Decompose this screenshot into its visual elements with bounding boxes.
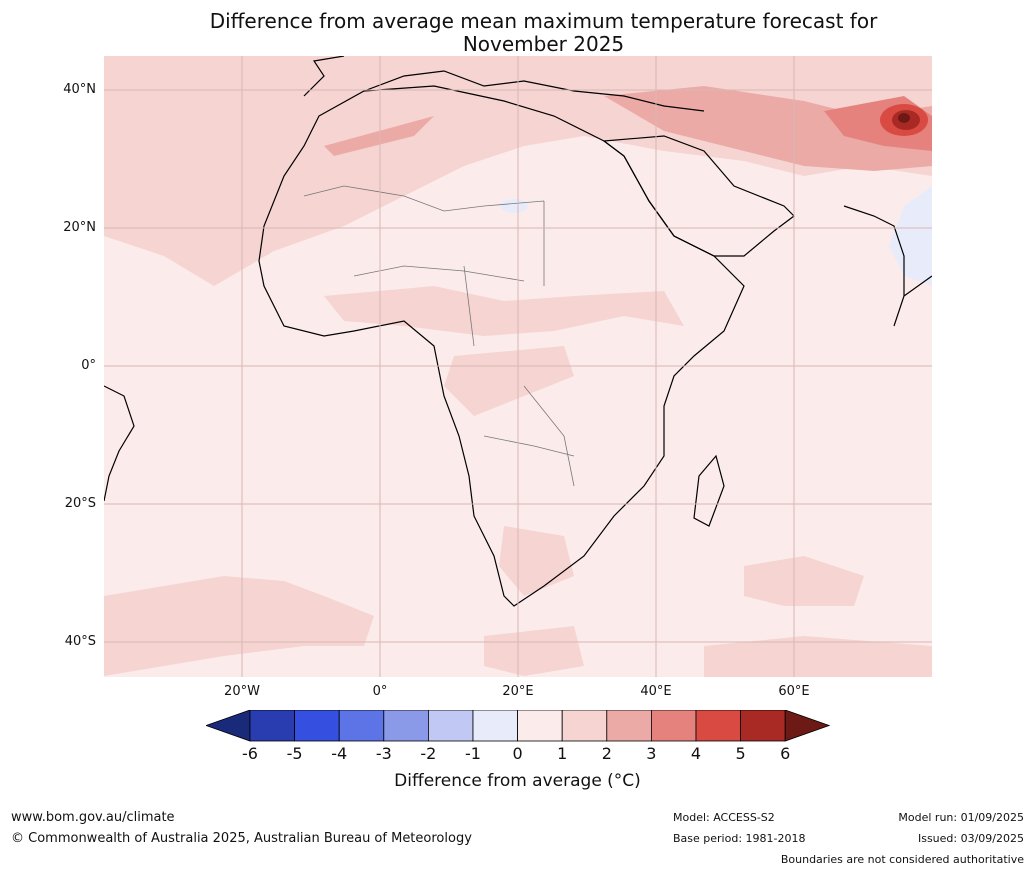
footer-model-run: Model run: 01/09/2025	[898, 811, 1024, 824]
colorbar-segment	[650, 709, 697, 742]
colorbar-tick-label: -1	[465, 744, 481, 763]
colorbar-tick-label: 2	[601, 744, 612, 763]
footer-site-link[interactable]: www.bom.gov.au/climate	[11, 810, 175, 825]
colorbar-tick-label: 4	[690, 744, 702, 763]
anomaly-2to3-middle-east	[604, 86, 932, 171]
anomaly-south-indian	[744, 556, 864, 606]
country-borders	[303, 185, 575, 487]
colorbar-tick-label: 6	[780, 744, 791, 763]
graticule	[104, 56, 932, 677]
colorbar-segment	[606, 709, 652, 742]
colorbar-tick-label: 3	[646, 744, 657, 763]
south-america-coastline	[104, 385, 135, 502]
colorbar-segment	[383, 709, 429, 742]
colorbar-tick-label: -2	[420, 744, 437, 763]
colorbar-extend-high	[784, 709, 831, 742]
anomaly-south-atlantic	[104, 576, 374, 676]
colorbar-segment	[472, 709, 518, 742]
lon-label-20e: 20°E	[502, 684, 534, 699]
footer-issued: Issued: 03/09/2025	[917, 832, 1024, 845]
title-line-1: Difference from average mean maximum tem…	[209, 9, 878, 33]
lon-label-40e: 40°E	[640, 684, 672, 699]
lon-label-0: 0°	[372, 684, 388, 699]
colorbar-segment	[517, 709, 563, 742]
anomaly-2to3-sahara	[324, 116, 434, 156]
colorbar-segment	[561, 709, 608, 742]
colorbar-label: Difference from average (°C)	[394, 771, 641, 791]
anomaly-southern-ocean	[484, 626, 584, 676]
title-line-2: November 2025	[462, 32, 625, 56]
colorbar-tick-label: -5	[286, 744, 303, 763]
colorbar-segment	[249, 709, 295, 742]
colorbar-segment	[338, 709, 385, 742]
colorbar-svg	[204, 709, 831, 742]
india-coastline	[843, 205, 932, 327]
colorbar-tick-label: 1	[557, 744, 568, 763]
colorbar-tick-label: -4	[331, 744, 348, 763]
colorbar-tick-label: 0	[512, 744, 523, 763]
colorbar-tick-label: -3	[375, 744, 392, 763]
lat-label-0: 0°	[81, 358, 96, 373]
map-title: Difference from average mean maximum tem…	[0, 10, 1035, 56]
map-canvas	[104, 56, 932, 677]
colorbar-segment	[427, 709, 474, 742]
forecast-map	[104, 56, 932, 677]
colorbar-segment	[695, 709, 741, 742]
anomaly-southern-ocean-east	[704, 636, 932, 677]
lon-label-20w: 20°W	[224, 684, 260, 699]
colorbar-extend-low	[204, 709, 251, 742]
footer-boundaries-note: Boundaries are not considered authoritat…	[780, 853, 1024, 866]
anomaly-central-africa	[444, 346, 574, 416]
lat-label-20n: 20°N	[63, 220, 96, 235]
colorbar-segment	[294, 709, 340, 742]
europe-coastline	[303, 56, 705, 112]
footer-model: Model: ACCESS-S2	[673, 811, 775, 824]
footer-base-period: Base period: 1981-2018	[673, 832, 806, 845]
arabia-coastline	[602, 135, 795, 257]
lat-label-20s: 20°S	[64, 496, 96, 511]
footer-copyright: © Commonwealth of Australia 2025, Austra…	[11, 831, 472, 846]
colorbar-segment	[740, 709, 786, 742]
madagascar-coastline	[693, 454, 725, 527]
anomaly-cool-india	[889, 186, 932, 286]
anomaly-above-6	[898, 113, 910, 123]
colorbar-tick-label: -6	[242, 744, 258, 763]
lat-label-40n: 40°N	[63, 82, 96, 97]
lat-label-40s: 40°S	[64, 634, 96, 649]
anomaly-cool-sahara	[500, 199, 528, 213]
anomaly-sahel	[324, 286, 684, 336]
lon-label-60e: 60°E	[778, 684, 810, 699]
colorbar	[204, 709, 831, 746]
colorbar-tick-label: 5	[735, 744, 746, 763]
